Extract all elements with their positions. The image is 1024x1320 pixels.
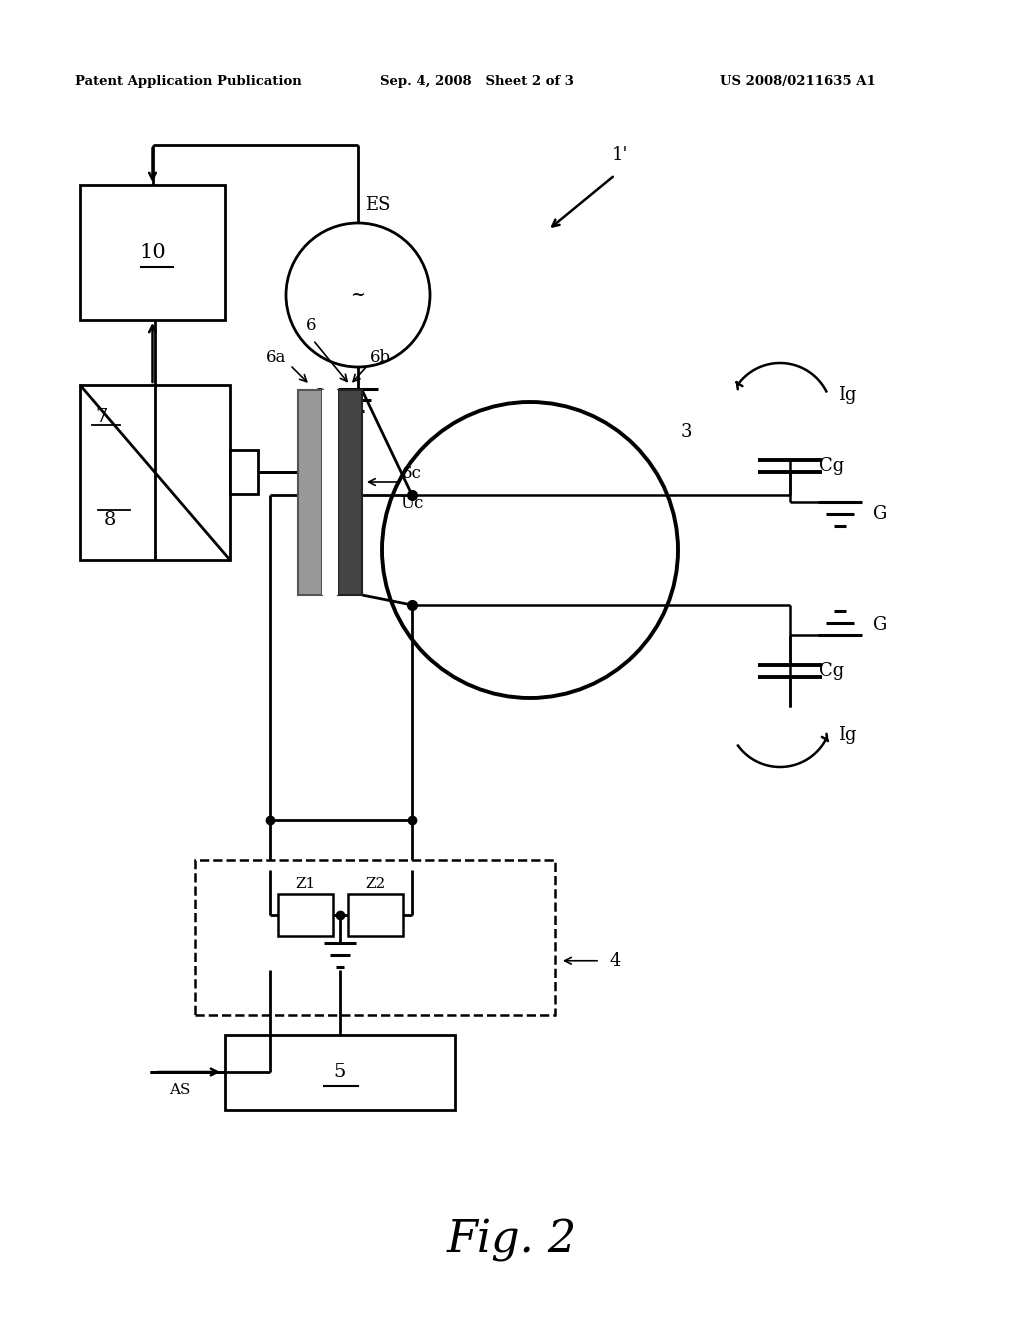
Text: Cg: Cg: [819, 663, 845, 680]
Bar: [278, 894, 333, 936]
Text: Ig: Ig: [838, 726, 856, 744]
Text: Z2: Z2: [365, 876, 385, 891]
Text: 4: 4: [609, 952, 621, 970]
Text: 5: 5: [334, 1063, 346, 1081]
Bar: [80, 185, 225, 319]
Text: 1': 1': [611, 147, 628, 164]
Text: 3: 3: [680, 422, 692, 441]
Text: ES: ES: [366, 195, 391, 214]
Text: Fig. 2: Fig. 2: [446, 1218, 578, 1262]
Bar: [322, 389, 338, 595]
Text: Ig: Ig: [838, 385, 856, 404]
Text: 10: 10: [139, 243, 166, 261]
Text: 2: 2: [314, 388, 326, 407]
Bar: [225, 1035, 455, 1110]
Text: Patent Application Publication: Patent Application Publication: [75, 75, 302, 88]
Bar: [338, 389, 362, 595]
Text: Cg: Cg: [819, 457, 845, 475]
Text: AS: AS: [169, 1082, 190, 1097]
Text: 6c: 6c: [402, 466, 422, 483]
Text: G: G: [872, 616, 887, 634]
Text: US 2008/0211635 A1: US 2008/0211635 A1: [720, 75, 876, 88]
Text: ~: ~: [350, 286, 366, 304]
Text: Z1: Z1: [295, 876, 315, 891]
Bar: [298, 389, 322, 595]
Bar: [230, 450, 258, 494]
Bar: [348, 894, 403, 936]
Text: G: G: [872, 506, 887, 523]
Bar: [80, 385, 230, 560]
Bar: [195, 861, 555, 1015]
Text: 6b: 6b: [370, 350, 390, 367]
Text: 6: 6: [306, 317, 316, 334]
Text: Uc: Uc: [400, 495, 424, 512]
Text: Sep. 4, 2008   Sheet 2 of 3: Sep. 4, 2008 Sheet 2 of 3: [380, 75, 573, 88]
Text: 8: 8: [103, 511, 116, 529]
Text: 7: 7: [96, 408, 109, 426]
Text: 6a: 6a: [266, 350, 286, 367]
